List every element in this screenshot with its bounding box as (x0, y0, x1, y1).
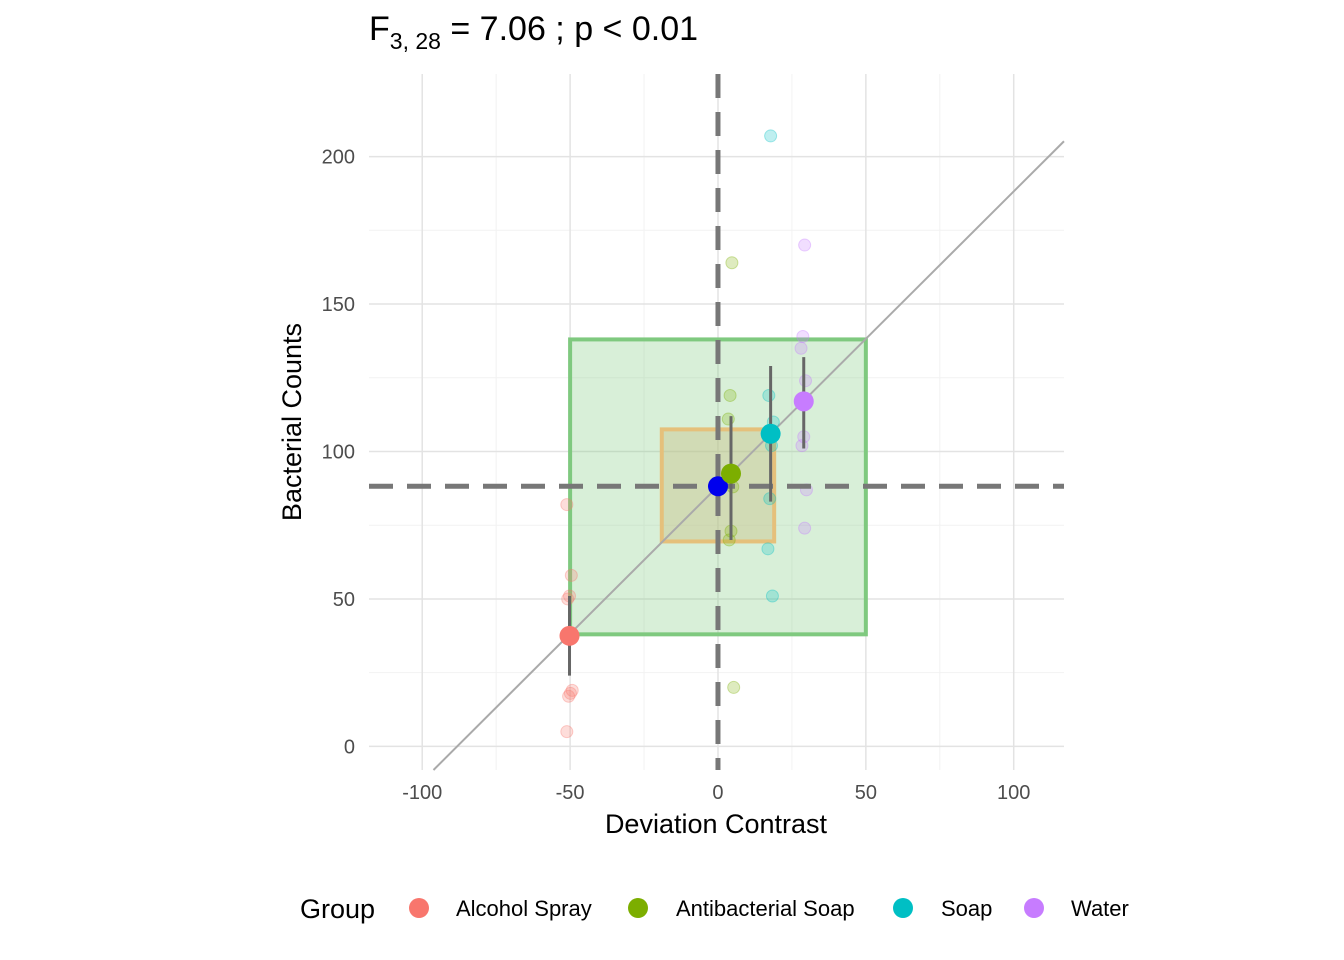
group-mean-point (760, 423, 781, 444)
observation-point (764, 129, 778, 143)
legend-label: Antibacterial Soap (676, 896, 855, 921)
legend-key (1024, 898, 1044, 918)
observation-point (723, 388, 737, 402)
y-tick-label: 0 (344, 736, 355, 758)
observation-point (794, 341, 808, 355)
observation-point (798, 521, 812, 535)
legend-key (893, 898, 913, 918)
title-stat-symbol: F (369, 10, 390, 48)
observation-point (798, 238, 812, 252)
observation-point (560, 498, 574, 512)
reference-line-layer (432, 140, 1065, 771)
x-tick-label: 0 (712, 782, 723, 804)
y-tick-label: 100 (322, 441, 355, 463)
observation-point (727, 680, 741, 694)
x-axis-title: Deviation Contrast (605, 809, 828, 839)
observation-point (565, 683, 579, 697)
x-tick-label: -100 (402, 782, 442, 804)
legend-title: Group (300, 894, 375, 924)
group-mean-point (559, 625, 580, 646)
observation-point (560, 725, 574, 739)
y-tick-label: 50 (333, 589, 355, 611)
legend-label: Alcohol Spray (456, 896, 592, 921)
legend: Group Alcohol Spray Antibacterial Soap Soa… (300, 894, 1129, 924)
observation-point (765, 589, 779, 603)
grand-mean-point (707, 476, 728, 497)
x-tick-label: 50 (855, 782, 877, 804)
reference-line (432, 140, 1065, 771)
group-mean-point (793, 391, 814, 412)
x-tick-label: -50 (556, 782, 585, 804)
observation-point (762, 388, 776, 402)
group-means (559, 391, 814, 646)
observation-point (562, 689, 576, 703)
x-tick-label: 100 (997, 782, 1030, 804)
legend-key (409, 898, 429, 918)
group-mean-point (720, 463, 741, 484)
title-degrees-of-freedom: 3, 28 (390, 28, 441, 54)
chart-title: F3, 28 = 7.06 ; p < 0.01 (369, 10, 698, 54)
observation-point (725, 256, 739, 270)
tick-labels: -100 -50 0 50 100 0 50 100 150 200 (322, 147, 1031, 804)
grand-mean-lines (369, 74, 1064, 770)
observation-point (796, 329, 810, 343)
legend-key (628, 898, 648, 918)
y-axis-title: Bacterial Counts (277, 323, 307, 521)
legend-label: Soap (941, 896, 992, 921)
y-tick-label: 150 (322, 294, 355, 316)
observation-point (761, 542, 775, 556)
observation-point (799, 374, 813, 388)
title-statistic: = 7.06 ; p < 0.01 (441, 10, 698, 48)
observation-point (563, 686, 577, 700)
observation-point (564, 568, 578, 582)
y-tick-label: 200 (322, 147, 355, 169)
legend-label: Water (1071, 896, 1129, 921)
